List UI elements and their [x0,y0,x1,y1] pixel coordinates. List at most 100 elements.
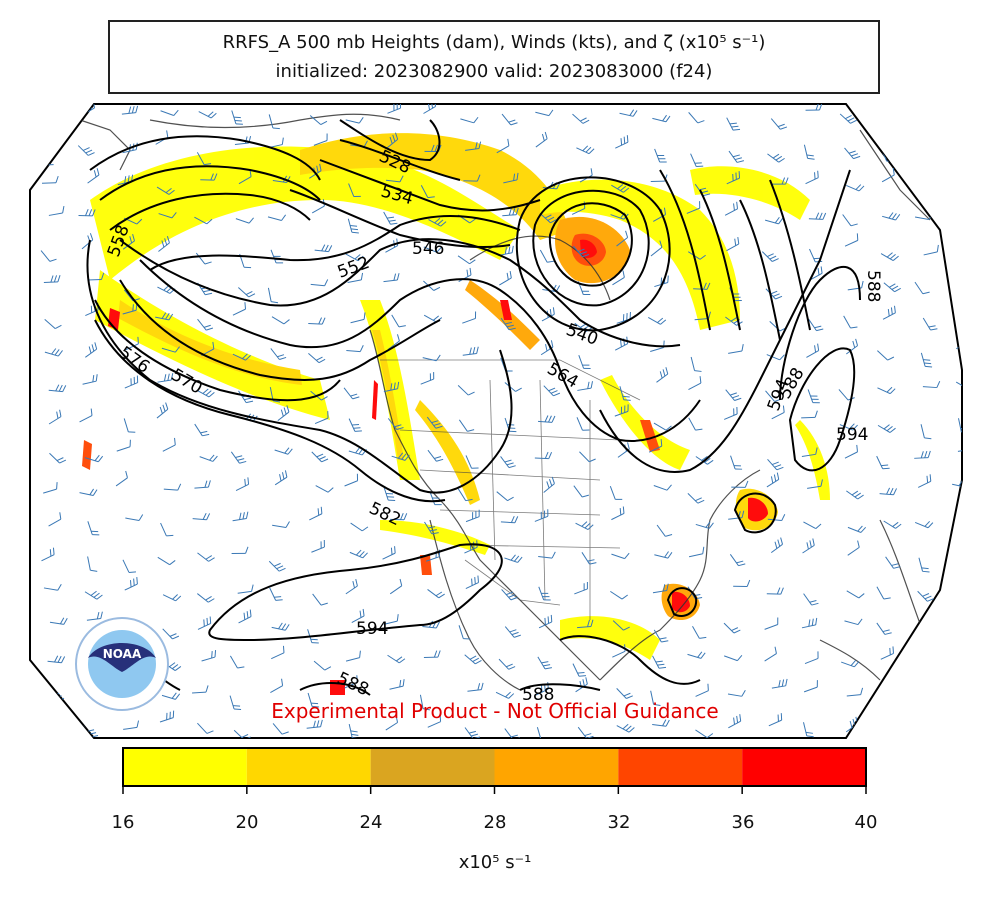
wind-barb [465,455,479,469]
wind-barb [920,424,932,440]
wind-barb [839,423,858,431]
wind-barb [344,473,359,487]
colorbar-ticks: 16 20 24 28 32 36 40 [0,812,990,842]
contour-label: 546 [412,239,444,259]
wind-barb [653,484,672,491]
wind-barb [801,447,818,457]
contour-low-east-3 [515,176,671,332]
wind-barb [123,720,140,730]
wind-barb [844,444,858,459]
contour-cut-low-gulf [666,587,698,617]
wind-barb [576,417,590,431]
wind-barb [839,113,857,124]
wind-barb [695,729,714,738]
contour-588-west [86,239,513,494]
wind-barb [311,451,329,463]
wind-barb [464,727,481,738]
wind-barb [347,272,364,283]
contour-588-south [519,683,601,691]
wind-barb [771,405,785,420]
wind-barb [197,552,215,562]
wind-barb [423,246,442,253]
wind-barb [612,620,630,631]
wind-barb [386,132,399,149]
wind-barb [536,727,542,738]
wind-barb [959,661,962,675]
wind-barb [44,104,58,117]
disclaimer: Experimental Product - Not Official Guid… [271,699,719,723]
colorbar-tick: 36 [731,812,755,833]
wind-barb [49,728,67,738]
wind-barb [463,174,481,182]
wind-barb [611,184,630,193]
wind-barb [958,248,962,261]
wind-barb [805,104,823,111]
wind-barb [958,316,962,321]
wind-barb [309,506,323,521]
wind-barb [159,710,175,723]
wind-barb [846,490,864,500]
wind-barb [956,186,962,191]
wind-barb [197,593,215,603]
wind-barb [880,646,894,660]
wind-barb [79,488,98,497]
wind-barb [652,719,670,727]
wind-barb [572,245,590,258]
wind-barb [84,590,103,600]
wind-barb [764,216,784,225]
wind-barb [348,183,361,198]
wind-barb [391,452,410,461]
wind-barb [802,538,815,554]
wind-barb [343,387,360,400]
wind-barb [271,622,290,631]
wind-barb [465,575,479,589]
wind-barb [805,170,819,185]
wind-barb [808,318,824,332]
wind-barb [272,521,290,529]
wind-barb [44,348,63,357]
wind-barb [768,713,783,727]
wind-barb [423,104,437,114]
wind-barb [503,172,519,184]
wind-barb [693,282,711,290]
wind-barb [420,185,435,199]
wind-barb [959,681,962,692]
wind-barb [348,723,360,738]
wind-barb [880,252,899,262]
wind-barb [458,419,475,432]
wind-barb [688,417,703,431]
wind-barb [764,617,779,630]
height-contours [86,119,861,696]
wind-barb [504,554,523,563]
wind-barb [268,560,286,572]
wind-barb [577,726,594,738]
wind-barb [125,514,144,522]
wind-barb [611,506,625,521]
wind-barb [115,470,128,487]
wind-barb [877,386,896,395]
colorbar-segment [370,748,495,786]
wind-barb [731,480,749,488]
wind-barb [883,282,901,293]
wind-barb [43,275,61,283]
title-line-1: RRFS_A 500 mb Heights (dam), Winds (kts)… [222,32,766,53]
wind-barb [803,680,818,693]
wind-barb [808,212,827,220]
wind-barb [274,447,293,455]
wind-barb [383,486,396,501]
wind-barb [882,212,901,221]
contour-low-east [548,202,633,287]
wind-barb [231,546,249,554]
wind-barb [389,578,403,595]
wind-barb [500,515,519,524]
wind-barb [579,168,593,183]
wind-barb [806,343,820,358]
wind-barb [238,287,256,298]
wind-barb [237,584,254,594]
wind-barb [538,551,556,559]
wind-barb [427,714,442,728]
wind-barb [194,423,210,437]
wind-barb [653,629,669,643]
wind-barb [733,579,751,588]
